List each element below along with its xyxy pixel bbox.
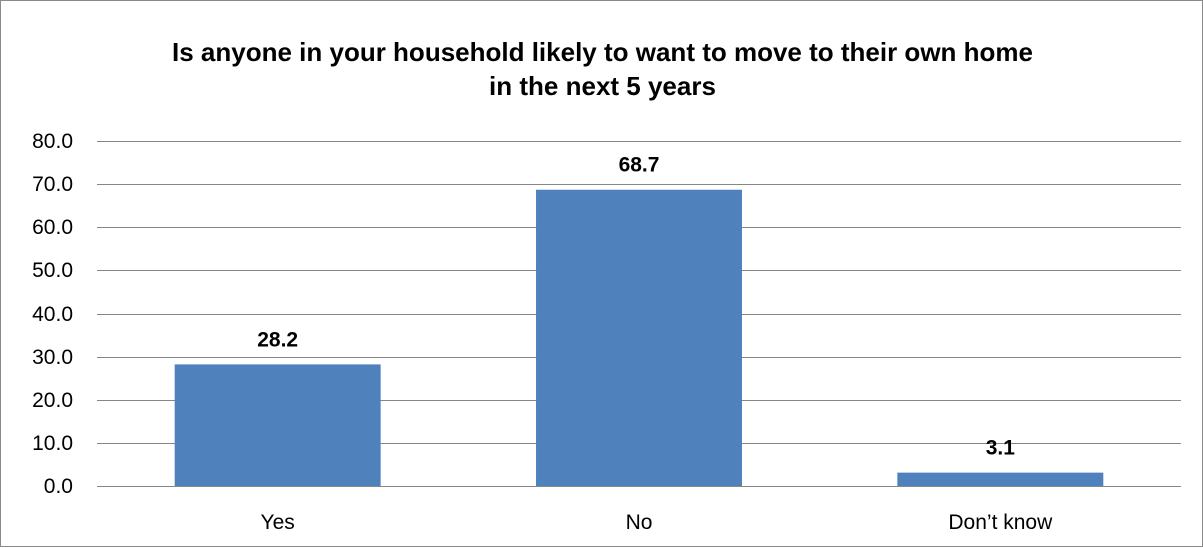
y-tick-label: 80.0 [32,130,73,153]
category-label-0: Yes [261,511,295,534]
y-tick-label: 50.0 [32,259,73,282]
chart-title: Is anyone in your household likely to wa… [1,35,1203,103]
data-label-1: 68.7 [619,154,660,177]
chart-title-line-2: in the next 5 years [489,71,716,101]
data-label-2: 3.1 [986,437,1016,460]
category-label-1: No [626,511,653,534]
bar-2 [897,472,1104,486]
y-tick-label: 0.0 [44,475,73,498]
bar-0 [174,364,381,486]
y-tick-label: 70.0 [32,173,73,196]
data-label-0: 28.2 [257,328,298,351]
bar-1 [536,189,742,486]
category-label-2: Don’t know [948,511,1053,534]
y-tick-label: 10.0 [32,432,73,455]
y-tick-label: 60.0 [32,216,73,239]
y-tick-label: 20.0 [32,389,73,412]
y-tick-label: 40.0 [32,303,73,326]
chart-title-line-1: Is anyone in your household likely to wa… [172,37,1033,67]
y-tick-label: 30.0 [32,346,73,369]
